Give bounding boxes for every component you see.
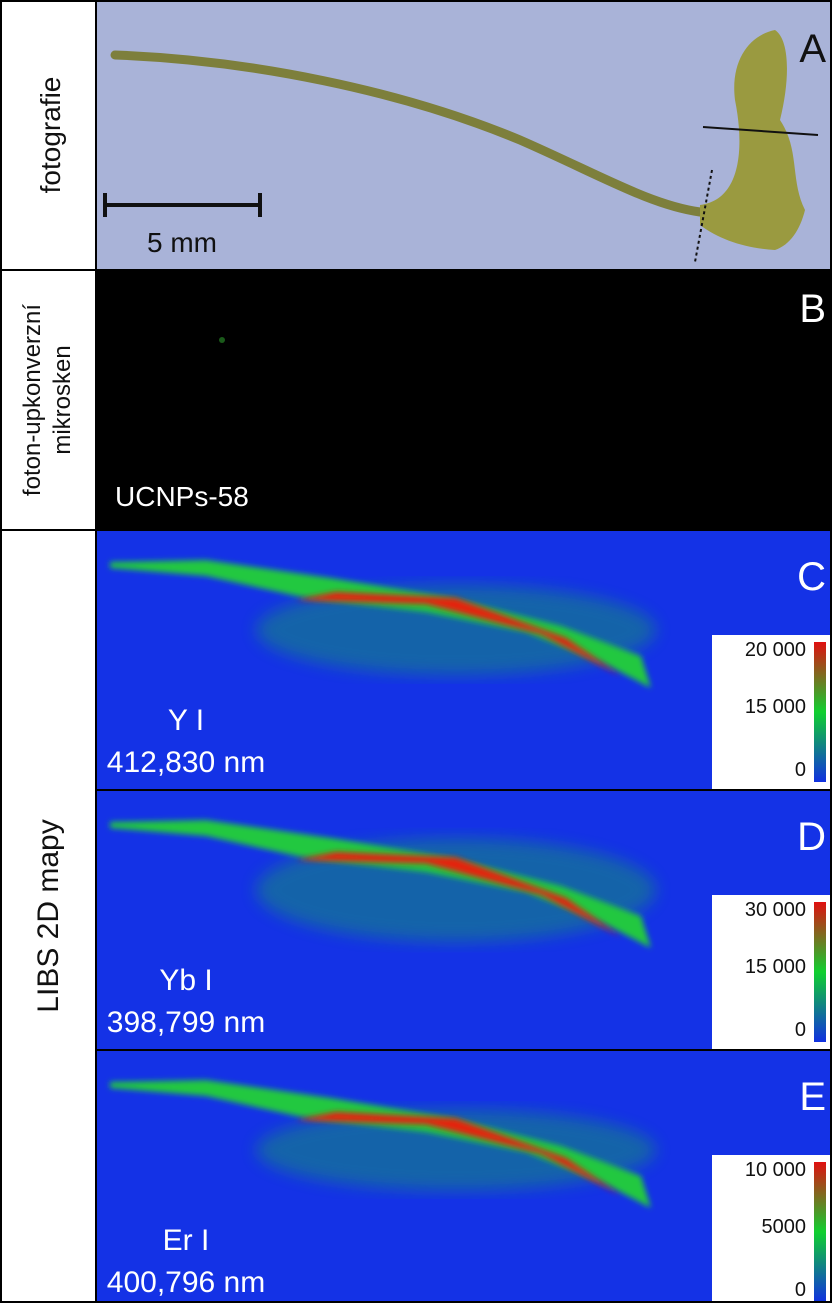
cut-line [702, 126, 819, 136]
libs-map: D Yb I 398,799 nm 30 000 15 000 0 [96, 790, 832, 1050]
colorbar-label: 0 [795, 1279, 806, 1301]
panel-letter: D [797, 815, 826, 859]
colorbar-label: 15 000 [745, 696, 806, 718]
panel-letter: B [799, 287, 826, 331]
colorbar [814, 902, 826, 1042]
colorbar-label: 0 [795, 759, 806, 781]
map-halo [256, 1109, 656, 1191]
map-streak [110, 1080, 651, 1208]
sample-stem [110, 50, 705, 217]
colorbar [814, 1162, 826, 1302]
signal-spot [219, 337, 225, 343]
sample-leaf [700, 30, 805, 250]
colorbar-label: 5000 [762, 1216, 807, 1238]
colorbar [814, 642, 826, 782]
colorbar-box [712, 1155, 832, 1303]
scale-bar [103, 193, 262, 217]
colorbar-label: 0 [795, 1019, 806, 1041]
panel-a: 5 mm A [96, 0, 832, 270]
row-label: LIBS 2D mapy [32, 819, 65, 1012]
row-label: mikrosken [49, 345, 76, 454]
colorbar-box [712, 895, 832, 1050]
libs-maps: C Y I 412,830 nm 20 000 15 000 0 D Yb I 398,799 … [96, 530, 832, 1303]
panel-letter: E [799, 1075, 826, 1119]
wavelength-label: 400,796 nm [107, 1266, 265, 1299]
panel-letter: C [797, 555, 826, 599]
map-halo [256, 585, 656, 675]
element-label: Y I [168, 704, 204, 737]
colorbar-label: 15 000 [745, 956, 806, 978]
row-label: foton-upkonverzní [19, 304, 46, 496]
row-label: fotografie [35, 77, 66, 194]
colorbar-label: 30 000 [745, 899, 806, 921]
panel-letter: A [799, 27, 826, 71]
sample-label: UCNPs-58 [115, 481, 249, 512]
element-label: Yb I [159, 964, 212, 997]
map-halo [256, 838, 656, 942]
libs-map: C Y I 412,830 nm 20 000 15 000 0 [96, 530, 832, 790]
colorbar-label: 10 000 [745, 1159, 806, 1181]
scale-label: 5 mm [147, 227, 217, 258]
panel-b: UCNPs-58 B [96, 270, 832, 530]
element-label: Er I [163, 1224, 210, 1257]
colorbar-box [712, 635, 832, 790]
map-core [296, 1112, 621, 1196]
libs-map: E Er I 400,796 nm 10 000 5000 0 [96, 1050, 832, 1303]
wavelength-label: 398,799 nm [107, 1006, 265, 1039]
map-core [296, 592, 621, 676]
wavelength-label: 412,830 nm [107, 746, 265, 779]
colorbar-label: 20 000 [745, 639, 806, 661]
map-streak [110, 820, 651, 948]
map-streak [110, 560, 651, 688]
map-core [296, 852, 621, 937]
micrograph [96, 270, 832, 530]
